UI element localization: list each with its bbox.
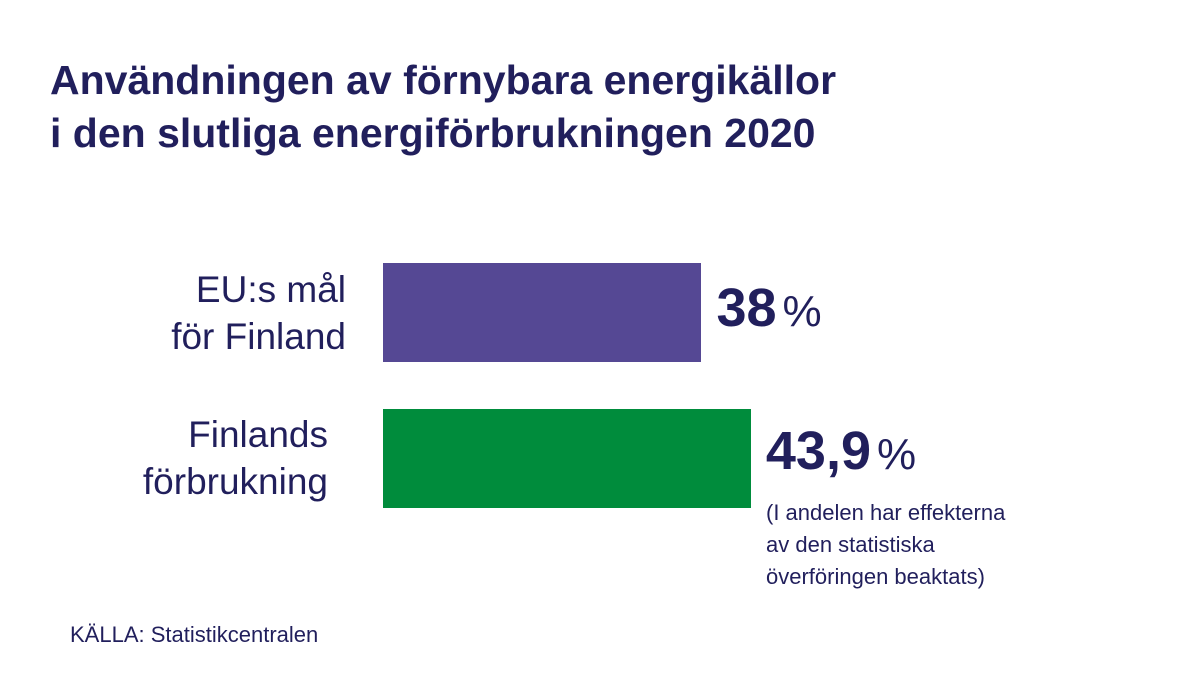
value-unit: % <box>876 430 917 479</box>
bar-finland-consumption <box>383 409 751 508</box>
value-label-finland-consumption: 43,9% <box>766 420 916 482</box>
category-label-line: EU:s mål <box>195 269 346 310</box>
category-label-eu-target: EU:s mål för Finland <box>171 266 346 360</box>
bar-eu-target <box>383 263 702 362</box>
value-number: 38 <box>716 278 777 338</box>
value-number: 43,9 <box>765 421 871 481</box>
source-label: KÄLLA: Statistikcentralen <box>70 622 319 647</box>
chart-title: Användningen av förnybara energikällor i… <box>50 54 836 160</box>
footnote-line: av den statistiska <box>766 532 935 557</box>
value-unit: % <box>782 287 822 336</box>
category-label-line: för Finland <box>171 316 346 357</box>
category-label-finland-consumption: Finlands förbrukning <box>143 411 328 505</box>
category-label-line: Finlands <box>188 414 328 455</box>
title-line-2: i den slutliga energiförbrukningen 2020 <box>50 110 816 156</box>
footnote-line: (I andelen har effekterna <box>766 500 1006 525</box>
value-label-eu-target: 38% <box>716 277 821 339</box>
footnote: (I andelen har effekterna av den statist… <box>766 497 1106 593</box>
title-line-1: Användningen av förnybara energikällor <box>50 57 837 103</box>
category-label-line: förbrukning <box>142 461 328 502</box>
footnote-line: överföringen beaktats) <box>766 564 985 589</box>
